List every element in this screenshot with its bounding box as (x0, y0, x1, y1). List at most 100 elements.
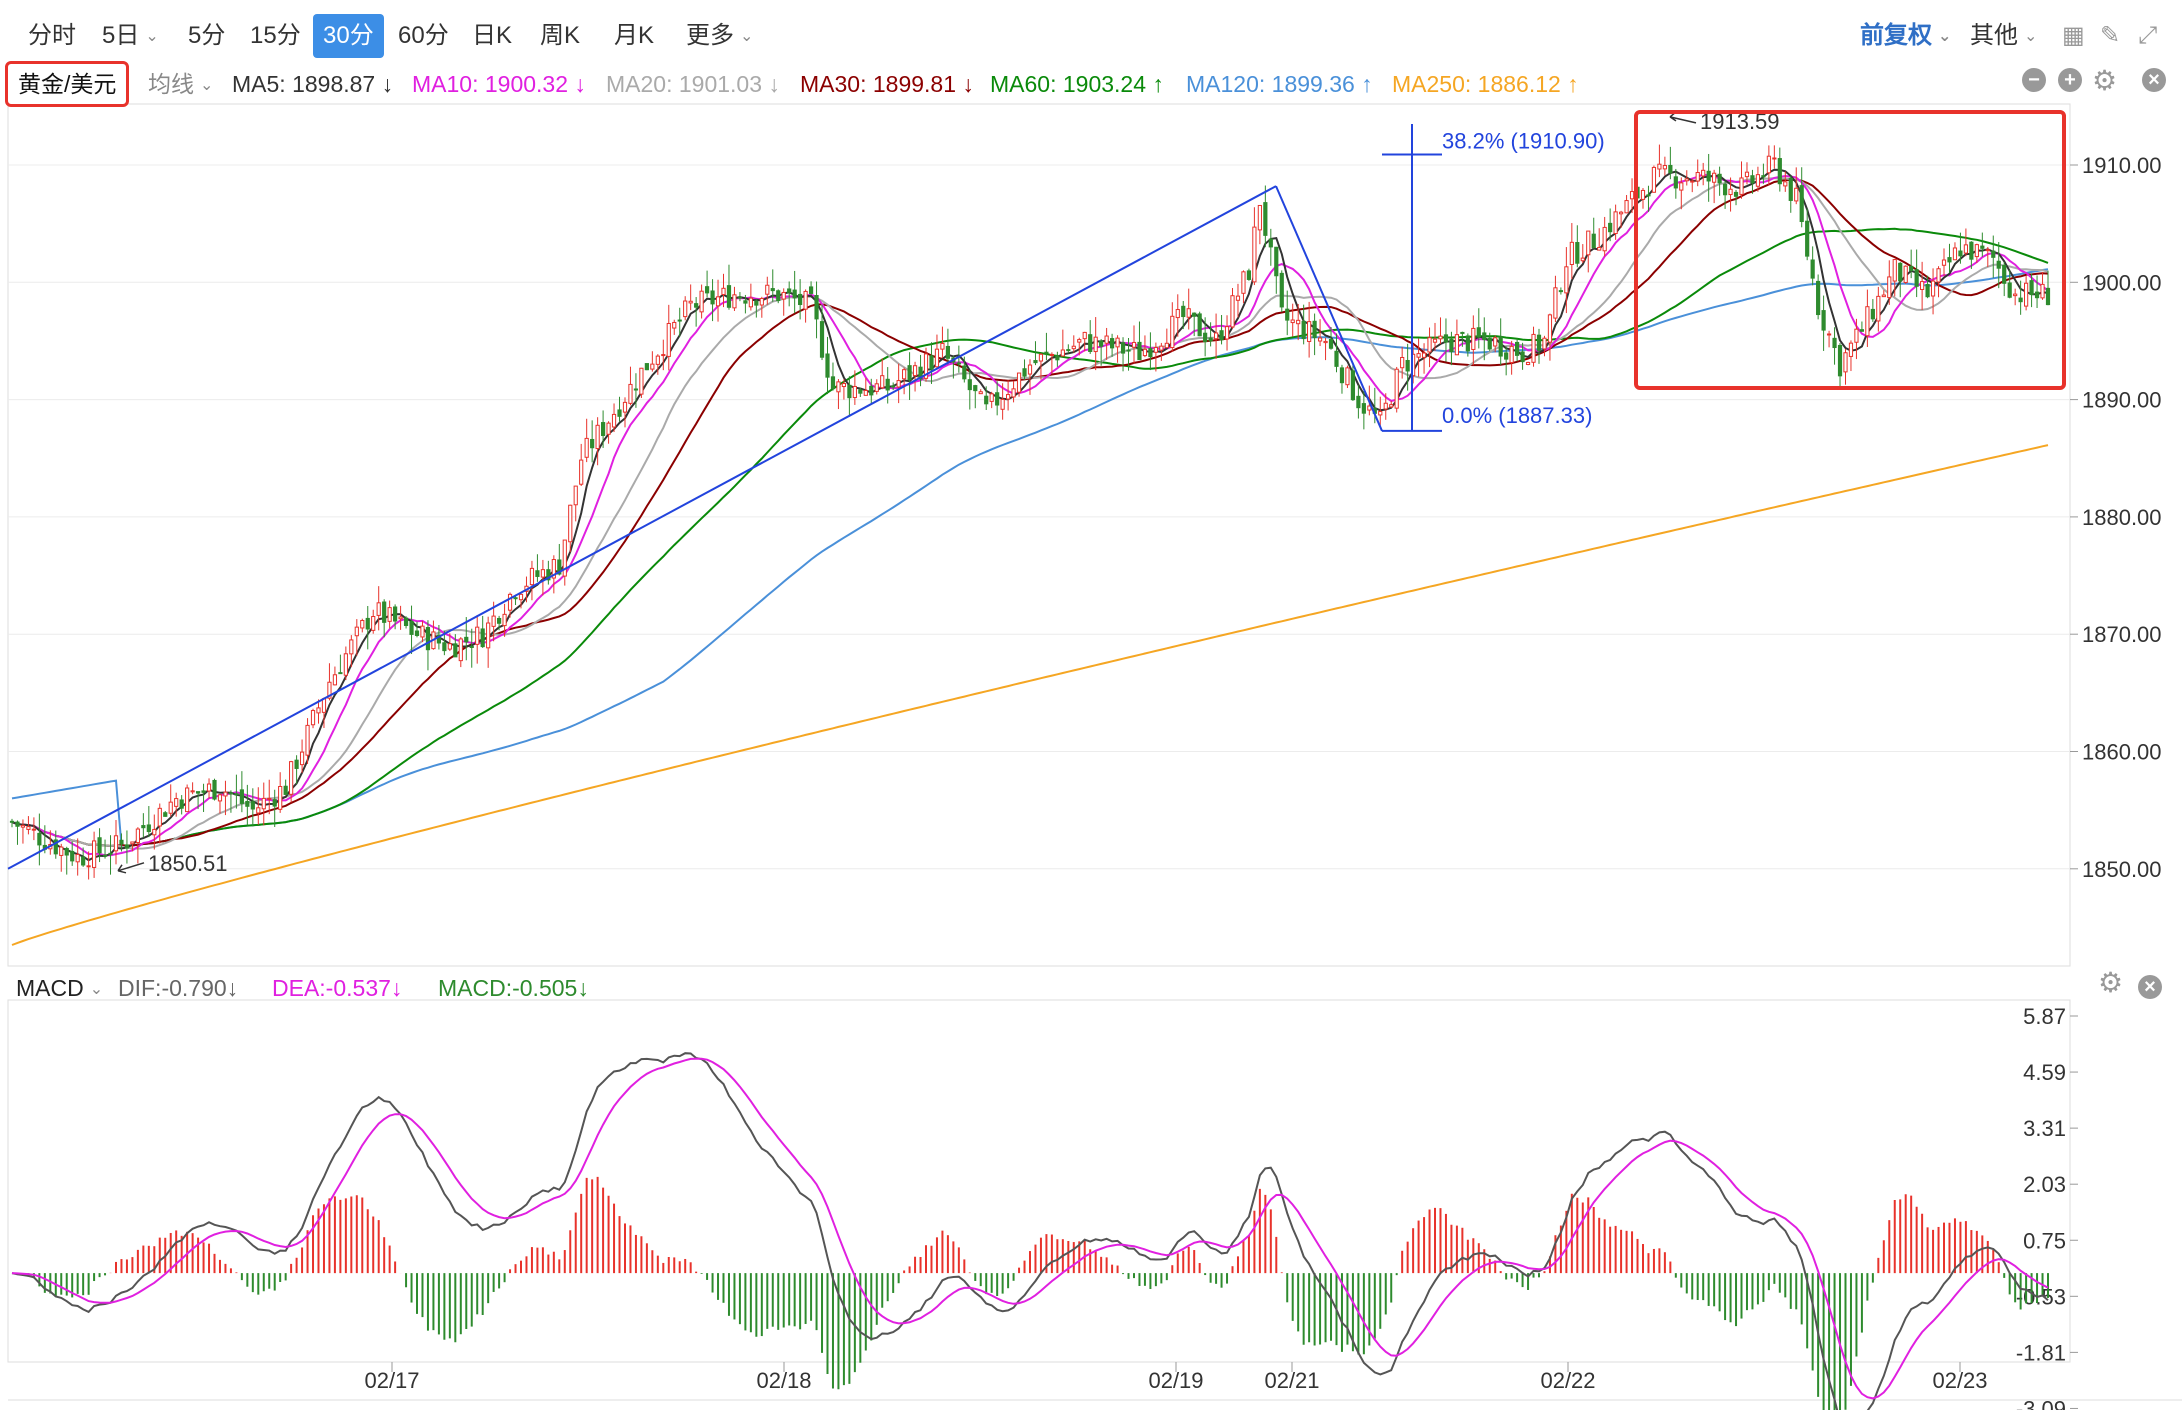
candle-body (1602, 226, 1607, 252)
candle-body (606, 422, 611, 435)
symbol-label[interactable]: 黄金/美元 (5, 61, 130, 107)
candle-body (1772, 157, 1777, 160)
candle-body (1952, 247, 1958, 261)
candle-body (20, 824, 26, 828)
candle-body (2045, 287, 2051, 306)
candle-body (31, 828, 36, 831)
tab-more[interactable]: 更多 ⌄ (676, 14, 763, 58)
draw-pen-icon[interactable]: ✎ (2100, 22, 2121, 49)
candle-body (261, 797, 266, 810)
candle-body (354, 626, 359, 637)
candle-body (1783, 181, 1788, 187)
candle-body (1170, 315, 1175, 349)
macd-panel-frame (7, 999, 2071, 1363)
highlight-box (1634, 110, 2066, 390)
candle-body (694, 303, 699, 308)
candle-body (934, 348, 940, 368)
candle-body (929, 355, 934, 370)
candle-body (75, 853, 80, 863)
candle-body (1099, 340, 1104, 347)
candle-body (808, 286, 814, 294)
candle-body (1126, 349, 1131, 352)
candle-body (1192, 312, 1197, 317)
candle-body (1898, 262, 1903, 282)
candle-body (174, 798, 179, 807)
macd-tick-label: 0.75 (2023, 1228, 2066, 1253)
other-dropdown[interactable]: 其他 ⌄ (1960, 14, 2047, 58)
candle-body (1307, 321, 1312, 342)
ma-type-dropdown[interactable]: 均线 ⌄ (148, 66, 213, 102)
fq-dropdown[interactable]: 前复权 ⌄ (1850, 14, 1961, 58)
candle-body (387, 607, 392, 622)
candle-body (1832, 337, 1837, 349)
chevron-down-icon: ⌄ (145, 27, 159, 45)
candle-body (650, 363, 655, 370)
candle-body (70, 850, 75, 862)
candle-body (704, 286, 710, 294)
candle-body (2024, 282, 2029, 307)
gear-icon[interactable]: ⚙ (2098, 967, 2124, 998)
candle-body (1482, 332, 1487, 341)
candle-body (902, 369, 907, 380)
close-icon[interactable]: × (2138, 975, 2162, 999)
candle-body (1115, 337, 1120, 348)
candle-body (1668, 164, 1673, 174)
tab-15min[interactable]: 15分 (250, 22, 301, 49)
ma60-legend: MA60: 1903.24 ↑ (990, 71, 1164, 97)
macd-dropdown[interactable]: MACD ⌄ (16, 970, 103, 1006)
time-tick-label: 02/22 (1540, 1368, 1595, 1393)
trendline-down (1275, 185, 1383, 432)
grid-icon[interactable]: ▦ (2062, 22, 2085, 49)
fib-382-label: 38.2% (1910.90) (1442, 128, 1605, 153)
candle-body (1476, 327, 1481, 338)
tab-5min[interactable]: 5分 (188, 22, 226, 49)
candle-body (1925, 283, 1930, 298)
candle-body (1837, 344, 1843, 377)
ma20-line (11, 177, 2049, 850)
candle-body (940, 342, 945, 350)
candle-body (2007, 282, 2012, 298)
candle-body (234, 793, 239, 796)
candle-body (595, 424, 600, 450)
candle-body (573, 485, 578, 506)
expand-icon[interactable]: ⤢ (2138, 22, 2158, 49)
candle-body (1383, 402, 1388, 410)
candle-body (1892, 259, 1897, 282)
gear-icon[interactable]: ⚙ (2092, 65, 2118, 96)
macd-tick-label: 3.31 (2023, 1116, 2066, 1141)
candle-body (1274, 246, 1279, 277)
candle-body (1564, 266, 1569, 294)
candle-body (245, 801, 250, 807)
time-tick-label: 02/17 (364, 1368, 419, 1393)
candle-body (1569, 241, 1574, 265)
candle-body (1887, 276, 1892, 299)
tab-5day[interactable]: 5日 ⌄ (92, 14, 169, 58)
tab-day-k[interactable]: 日K (472, 22, 513, 49)
close-icon[interactable]: × (2142, 68, 2166, 92)
candle-body (382, 601, 387, 623)
candle-body (1203, 332, 1208, 343)
tab-30min[interactable]: 30分 (313, 14, 384, 58)
tab-60min[interactable]: 60分 (398, 22, 449, 49)
candle-body (1651, 166, 1657, 193)
tab-week-k[interactable]: 周K (540, 22, 581, 49)
candle-body (863, 390, 868, 396)
candle-body (1695, 172, 1700, 182)
minus-icon[interactable]: − (2022, 68, 2046, 92)
plus-icon[interactable]: + (2058, 68, 2082, 92)
candle-body (787, 288, 792, 293)
candle-body (1558, 290, 1563, 293)
tab-month-k[interactable]: 月K (614, 22, 655, 49)
candle-body (1230, 295, 1235, 328)
candle-body (1859, 329, 1865, 332)
ma30-legend: MA30: 1899.81 ↓ (800, 71, 974, 97)
candle-body (1060, 349, 1065, 357)
candle-body (770, 288, 775, 292)
candle-body (442, 642, 447, 652)
candle-body (923, 353, 929, 379)
tab-fenshi[interactable]: 分时 (28, 22, 76, 49)
candle-body (59, 846, 64, 856)
candle-body (360, 620, 365, 629)
candle-body (1077, 339, 1082, 343)
candle-body (1536, 334, 1542, 351)
